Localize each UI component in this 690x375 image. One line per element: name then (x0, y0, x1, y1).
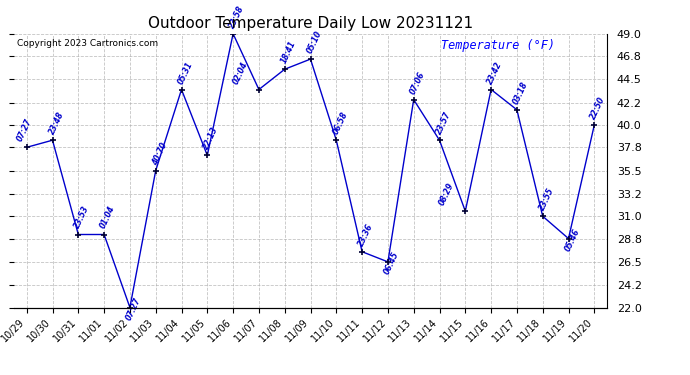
Text: 23:42: 23:42 (486, 60, 504, 86)
Title: Outdoor Temperature Daily Low 20231121: Outdoor Temperature Daily Low 20231121 (148, 16, 473, 31)
Text: 07:27: 07:27 (16, 118, 34, 143)
Text: 05:46: 05:46 (563, 227, 582, 252)
Text: 06:58: 06:58 (331, 111, 349, 136)
Text: 18:41: 18:41 (279, 39, 297, 65)
Text: 23:55: 23:55 (538, 186, 555, 212)
Text: 03:18: 03:18 (511, 80, 530, 106)
Text: 08:29: 08:29 (437, 182, 456, 207)
Text: Temperature (°F): Temperature (°F) (441, 39, 555, 52)
Text: 23:57: 23:57 (434, 111, 453, 136)
Text: 07:06: 07:06 (408, 70, 426, 96)
Text: 02:04: 02:04 (231, 60, 250, 86)
Text: 01:04: 01:04 (99, 205, 117, 230)
Text: 07:27: 07:27 (124, 296, 143, 321)
Text: 06:45: 06:45 (382, 250, 401, 276)
Text: 40:70: 40:70 (150, 141, 168, 166)
Text: 05:31: 05:31 (176, 60, 195, 86)
Text: 23:58: 23:58 (228, 4, 246, 30)
Text: 05:10: 05:10 (305, 29, 324, 55)
Text: 23:48: 23:48 (47, 111, 66, 136)
Text: 23:53: 23:53 (73, 205, 91, 230)
Text: Copyright 2023 Cartronics.com: Copyright 2023 Cartronics.com (17, 39, 158, 48)
Text: 22:13: 22:13 (202, 126, 220, 151)
Text: 22:50: 22:50 (589, 95, 607, 121)
Text: 23:36: 23:36 (357, 222, 375, 248)
